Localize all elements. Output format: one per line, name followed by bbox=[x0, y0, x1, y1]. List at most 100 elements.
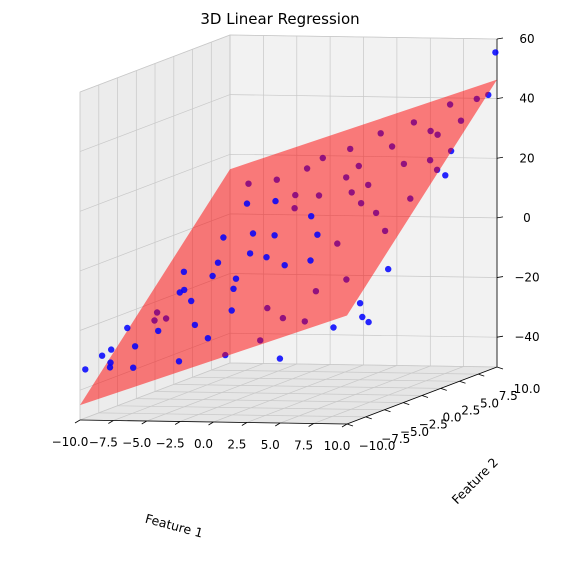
x-tick-label: −5.0 bbox=[122, 436, 151, 450]
y-tick-label: 10.0 bbox=[514, 382, 541, 396]
x-tick-mark bbox=[74, 419, 81, 424]
x-tick-mark bbox=[108, 420, 114, 424]
data-point bbox=[155, 327, 162, 335]
z-tick-mark bbox=[496, 97, 504, 100]
data-point bbox=[365, 318, 372, 326]
grid-lines bbox=[79, 34, 498, 425]
x-tick-mark bbox=[341, 423, 348, 428]
data-point bbox=[308, 213, 315, 220]
data-point bbox=[82, 366, 89, 373]
z-tick-mark bbox=[496, 156, 504, 159]
y-tick-mark bbox=[346, 423, 354, 427]
data-point bbox=[230, 285, 237, 292]
data-point bbox=[124, 324, 131, 332]
y-tick-label: 5.0 bbox=[480, 396, 499, 410]
axes bbox=[74, 37, 504, 428]
y-tick-label: −5.0 bbox=[400, 425, 429, 439]
data-point bbox=[180, 268, 188, 275]
y-axis-label: Feature 2 bbox=[449, 455, 501, 507]
tick-labels: −10.0 −7.5 −5.0 −2.5 0.0 2.5 5.0 7.5 10.0 −10.0−7… bbox=[52, 32, 541, 453]
data-point bbox=[175, 358, 183, 365]
data-point bbox=[107, 359, 114, 366]
y-tick-mark bbox=[365, 416, 372, 420]
grid-line-y bbox=[98, 84, 366, 418]
data-point bbox=[106, 364, 114, 371]
data-point bbox=[307, 257, 314, 264]
grid-line-y bbox=[117, 77, 385, 411]
y-tick-label: 0.0 bbox=[442, 411, 461, 425]
data-point bbox=[263, 254, 270, 261]
y-tick-mark bbox=[421, 395, 429, 398]
z-tick-mark bbox=[496, 276, 504, 278]
z-tick-label: 40 bbox=[519, 92, 534, 106]
y-tick-label: −2.5 bbox=[419, 418, 448, 432]
data-point bbox=[243, 200, 251, 207]
data-point bbox=[356, 300, 364, 307]
data-point bbox=[232, 275, 240, 282]
x-tick-label: −10.0 bbox=[52, 435, 89, 449]
data-point bbox=[271, 232, 278, 239]
x-tick-label: 7.5 bbox=[294, 439, 313, 453]
x-axis-label: Feature 1 bbox=[144, 511, 205, 541]
chart-title: 3D Linear Regression bbox=[200, 10, 359, 28]
x-tick-label: 10.0 bbox=[324, 439, 351, 453]
grid-line-z bbox=[79, 94, 498, 152]
grid-line-y bbox=[135, 70, 404, 403]
y-tick-mark bbox=[496, 366, 504, 370]
y-tick-mark bbox=[440, 387, 447, 391]
x-tick-mark bbox=[208, 421, 214, 426]
y-tick-mark bbox=[459, 380, 466, 384]
x-tick-label: −2.5 bbox=[156, 437, 185, 451]
grid-line-y bbox=[229, 35, 498, 368]
data-point bbox=[130, 364, 137, 371]
data-point bbox=[276, 355, 284, 362]
grid-line-z bbox=[79, 34, 498, 93]
y-tick-label: −10.0 bbox=[359, 439, 396, 453]
x-tick-label: 0.0 bbox=[194, 437, 213, 451]
regression-plane bbox=[80, 79, 497, 406]
y-tick-label: −7.5 bbox=[381, 432, 410, 446]
data-point bbox=[191, 321, 199, 329]
data-point bbox=[214, 259, 222, 266]
x-tick-label: −7.5 bbox=[89, 436, 118, 450]
data-point bbox=[220, 234, 227, 241]
data-point bbox=[330, 324, 337, 331]
data-point bbox=[181, 286, 188, 294]
grid-line-y bbox=[173, 56, 441, 389]
x-tick-mark bbox=[275, 422, 281, 427]
data-point bbox=[228, 307, 235, 314]
data-layer bbox=[80, 49, 499, 406]
grid-line-y bbox=[192, 49, 460, 382]
z-tick-mark bbox=[496, 335, 504, 338]
y-tick-label: 7.5 bbox=[499, 389, 518, 403]
z-tick-label: 20 bbox=[519, 151, 534, 165]
y-tick-mark bbox=[478, 373, 485, 377]
z-tick-mark bbox=[496, 37, 504, 40]
data-point bbox=[359, 313, 366, 321]
z-tick-label: 60 bbox=[519, 32, 534, 46]
grid-line-y bbox=[210, 42, 479, 375]
data-point bbox=[246, 250, 254, 257]
x-tick-mark bbox=[174, 421, 181, 425]
x-tick-mark bbox=[308, 423, 314, 427]
data-point bbox=[249, 230, 257, 237]
data-point bbox=[108, 346, 115, 353]
z-tick-label: −20 bbox=[514, 271, 539, 285]
z-tick-mark bbox=[496, 216, 504, 219]
data-point bbox=[385, 265, 392, 273]
x-tick-label: 5.0 bbox=[261, 438, 280, 452]
x-tick-mark bbox=[241, 422, 248, 426]
data-point bbox=[131, 343, 139, 350]
z-tick-label: −40 bbox=[514, 330, 539, 344]
x-tick-label: 2.5 bbox=[227, 438, 246, 452]
z-tick-label: 0 bbox=[523, 211, 531, 225]
data-point bbox=[204, 335, 212, 342]
y-tick-mark bbox=[384, 409, 391, 413]
data-point bbox=[314, 231, 321, 238]
data-point bbox=[209, 272, 216, 280]
y-tick-label: 2.5 bbox=[461, 403, 480, 417]
data-point bbox=[442, 172, 449, 179]
data-point bbox=[188, 297, 195, 305]
grid-line-y bbox=[154, 63, 423, 396]
